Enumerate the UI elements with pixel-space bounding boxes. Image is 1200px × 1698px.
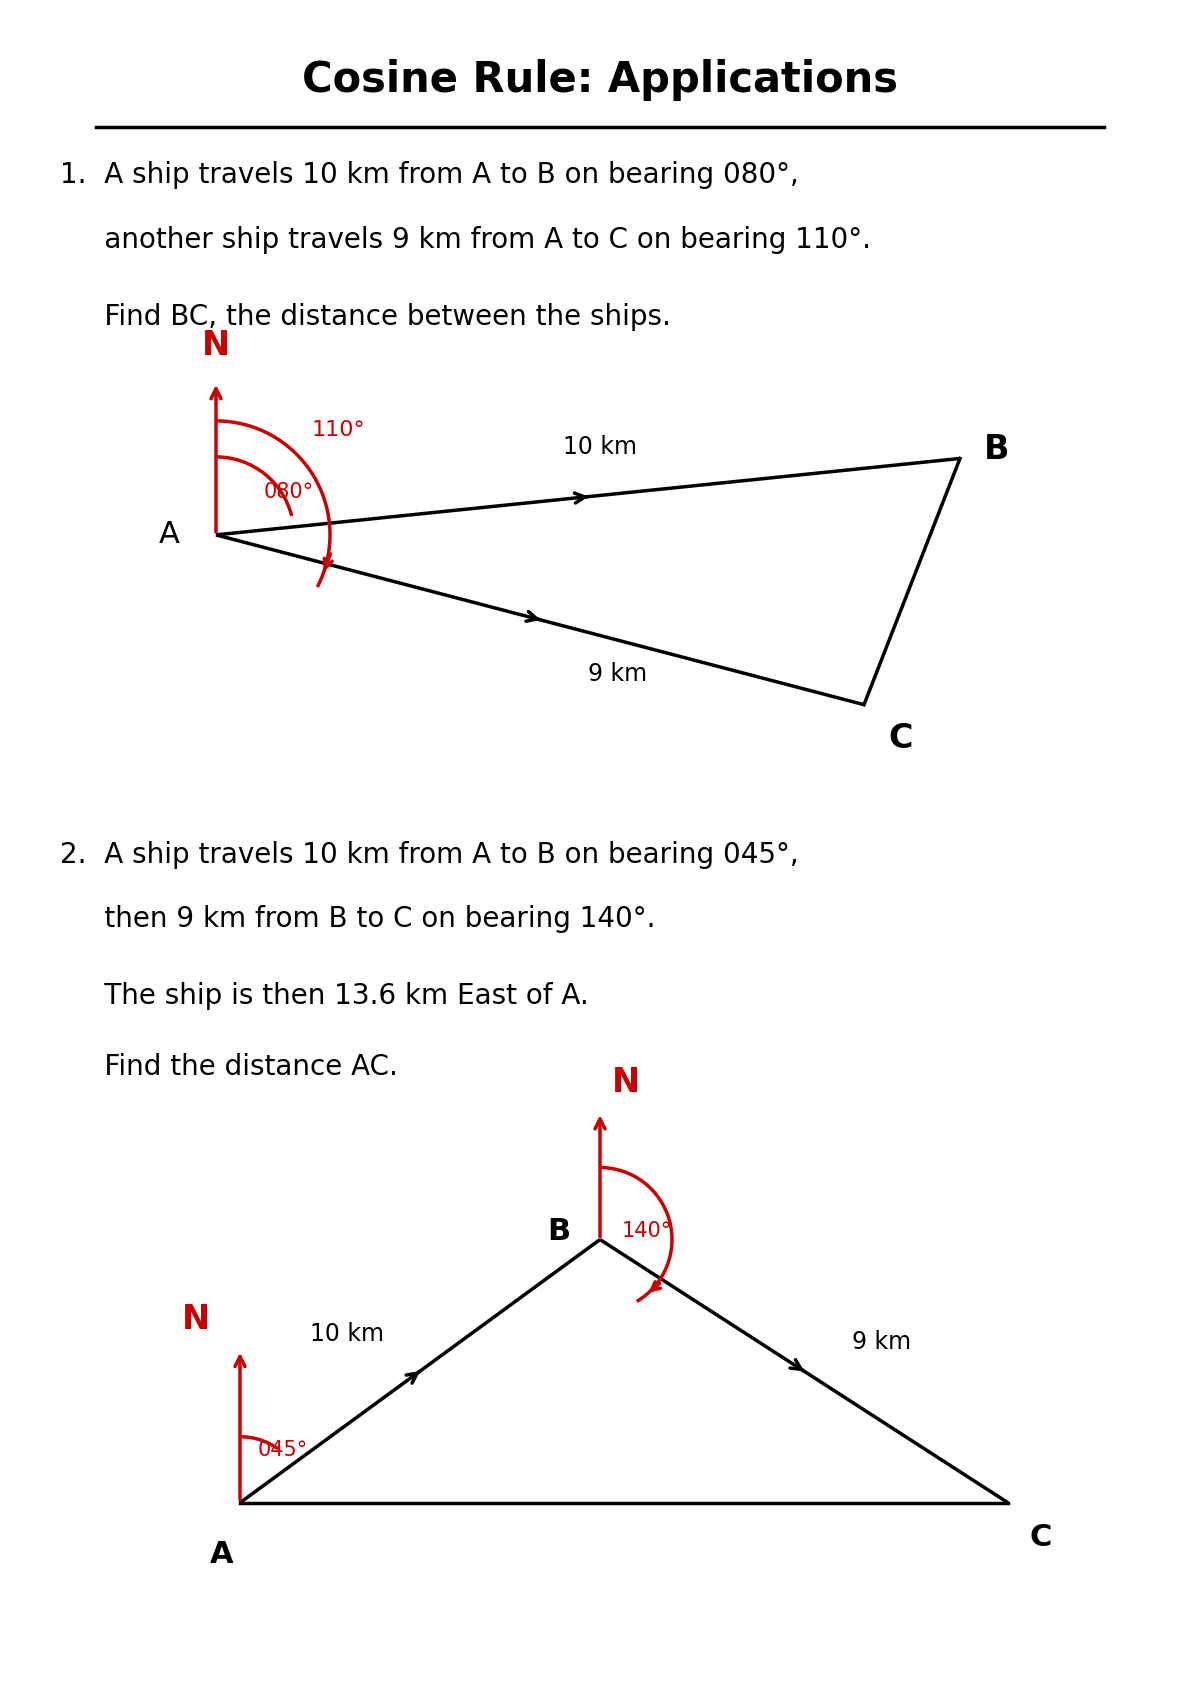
Text: another ship travels 9 km from A to C on bearing 110°.: another ship travels 9 km from A to C on… bbox=[60, 226, 871, 253]
Text: B: B bbox=[547, 1216, 570, 1246]
Text: N: N bbox=[612, 1066, 640, 1099]
Text: C: C bbox=[1030, 1523, 1052, 1552]
Text: N: N bbox=[202, 329, 230, 362]
Text: A: A bbox=[210, 1540, 234, 1569]
Text: Cosine Rule: Applications: Cosine Rule: Applications bbox=[302, 59, 898, 102]
Text: 10 km: 10 km bbox=[563, 435, 637, 460]
Text: 140°: 140° bbox=[622, 1221, 672, 1241]
Text: N: N bbox=[182, 1304, 210, 1336]
Text: 2.  A ship travels 10 km from A to B on bearing 045°,: 2. A ship travels 10 km from A to B on b… bbox=[60, 841, 799, 868]
Text: Find the distance AC.: Find the distance AC. bbox=[60, 1053, 398, 1082]
Text: 9 km: 9 km bbox=[852, 1330, 911, 1355]
Text: then 9 km from B to C on bearing 140°.: then 9 km from B to C on bearing 140°. bbox=[60, 905, 655, 932]
Text: 080°: 080° bbox=[264, 482, 314, 503]
Text: 1.  A ship travels 10 km from A to B on bearing 080°,: 1. A ship travels 10 km from A to B on b… bbox=[60, 161, 799, 188]
Text: B: B bbox=[984, 433, 1009, 467]
Text: The ship is then 13.6 km East of A.: The ship is then 13.6 km East of A. bbox=[60, 983, 589, 1010]
Text: A: A bbox=[160, 520, 180, 550]
Text: C: C bbox=[888, 722, 912, 754]
Text: 9 km: 9 km bbox=[588, 662, 647, 686]
Text: Find BC, the distance between the ships.: Find BC, the distance between the ships. bbox=[60, 304, 671, 331]
Text: 045°: 045° bbox=[258, 1440, 308, 1460]
Text: 10 km: 10 km bbox=[310, 1321, 384, 1345]
Text: 110°: 110° bbox=[312, 419, 366, 440]
